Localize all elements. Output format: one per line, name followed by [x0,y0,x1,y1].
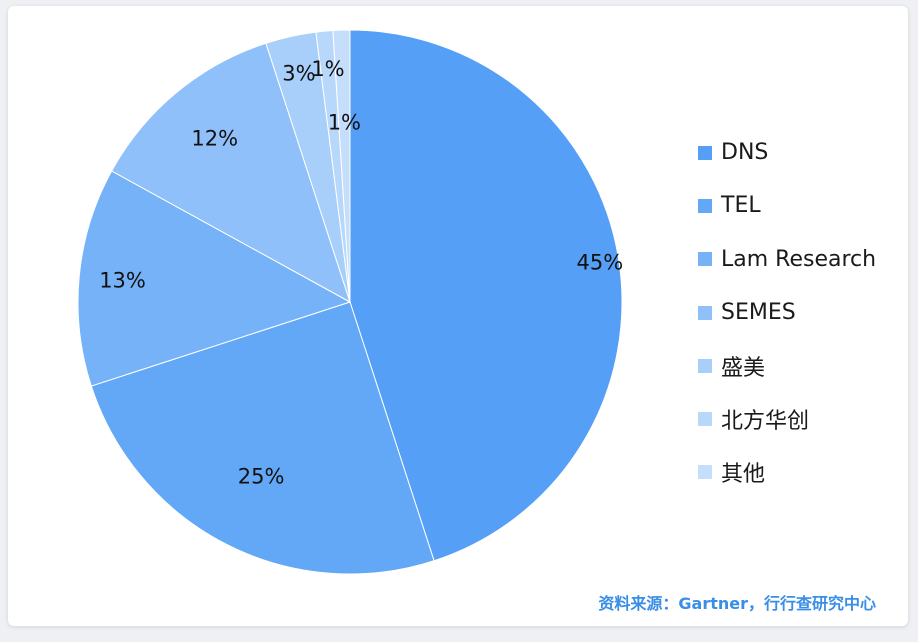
chart-card: 45% 25% 13% 12% 3% 1% 1% DNS TEL Lam Research SEM… [8,6,908,626]
pie-data-label: 1% [328,111,361,135]
pie-slices [77,29,623,575]
legend-item: 盛美 [698,339,876,392]
pie-data-label: 1% [311,57,344,81]
legend-label: Lam Research [721,246,877,272]
legend-label: 盛美 [721,355,766,381]
legend-swatch [698,465,712,480]
legend-swatch [698,198,712,213]
legend-label: DNS [721,140,769,166]
pie-data-label: 25% [238,464,285,488]
legend-item: TEL [698,179,876,232]
legend-item: Lam Research [698,233,876,286]
legend-item: 北方华创 [698,392,876,445]
legend-swatch [698,252,712,267]
pie-slice-1 [349,29,623,562]
pie-data-labels: 45%25%13%12%3%1%1% [99,57,623,488]
pie-slice-3 [77,170,352,387]
legend-swatch [698,358,712,373]
pie-slice-2 [90,301,435,575]
pie-data-label: 13% [99,268,146,292]
pie-chart: 45%25%13%12%3%1%1% [77,29,623,575]
legend-swatch [698,305,712,320]
legend-item: SEMES [698,286,876,339]
source-note: 资料来源：Gartner，行行查研究中心 [598,594,876,613]
legend-swatch [698,412,712,427]
pie-data-label: 3% [282,62,315,86]
pie-slice-4 [110,42,351,304]
pie-data-label: 12% [191,127,238,151]
legend: DNS TEL Lam Research SEMES 盛美北方华创其他 [698,126,876,499]
pie-data-label: 45% [577,250,624,274]
legend-item: 其他 [698,446,876,499]
legend-item: DNS [698,126,876,179]
legend-label: 其他 [721,462,766,488]
legend-label: TEL [721,193,761,219]
legend-swatch [698,145,712,160]
legend-label: 北方华创 [721,409,810,435]
pie-slice-7 [332,29,351,303]
legend-label: SEMES [721,300,796,326]
